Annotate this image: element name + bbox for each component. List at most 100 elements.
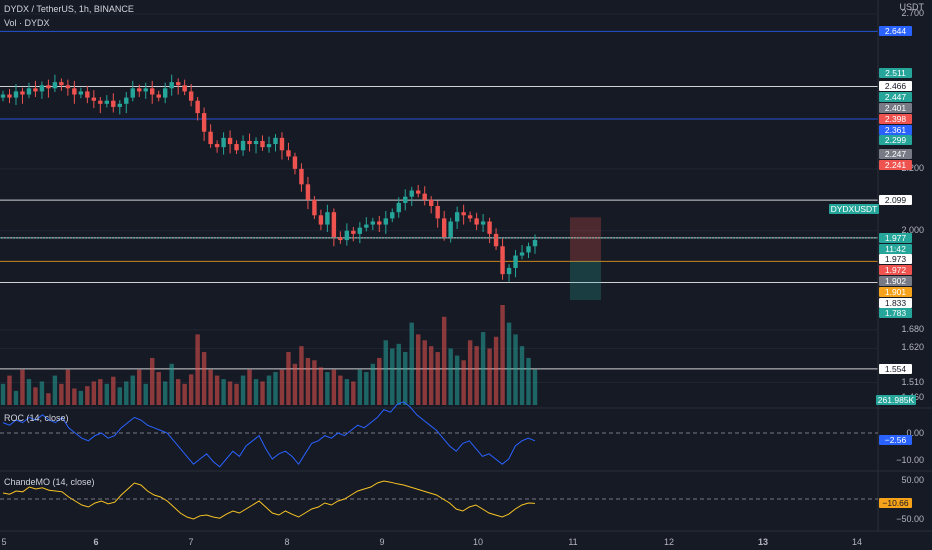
time-tick: 8 [284, 537, 290, 547]
candle-body [506, 267, 512, 275]
volume-bar [500, 305, 505, 405]
candle-body [130, 88, 135, 98]
candle-body [416, 190, 421, 194]
currency-label: USDT [899, 2, 925, 12]
candle-body [493, 233, 499, 247]
candle-body [85, 91, 90, 98]
candle-body [117, 103, 122, 107]
volume-bar [124, 381, 129, 405]
price-tag: 2.644 [879, 26, 912, 37]
candle-body [169, 82, 174, 89]
candle-body [240, 140, 246, 151]
candle-body [403, 196, 408, 203]
price-tick: 1.510 [901, 376, 924, 387]
volume-bars [0, 305, 538, 405]
volume-bar [467, 340, 473, 405]
price-tag: 2.398 [879, 113, 912, 124]
volume-bar [175, 379, 181, 405]
candle-body [325, 212, 330, 225]
volume-bar [377, 357, 382, 405]
volume-bar [422, 340, 427, 405]
volume-bar [182, 383, 187, 405]
candle-body [143, 88, 148, 92]
volume-bar [214, 375, 220, 405]
volume-bar [65, 369, 71, 405]
candle-body [0, 94, 6, 98]
candle-body [532, 240, 538, 247]
candle-body [7, 94, 12, 98]
roc-line [0, 401, 878, 468]
price-tag: 1.833 [879, 297, 912, 308]
volume-bar [286, 352, 291, 405]
volume-tag: 261.985K [876, 395, 916, 405]
volume-bar [221, 379, 226, 405]
candle-body [65, 85, 71, 89]
volume-bar [26, 379, 32, 405]
candle-body [156, 94, 161, 98]
candle-body [377, 221, 382, 225]
volume-bar [201, 352, 207, 405]
volume-bar [428, 346, 434, 405]
volume-bar [403, 352, 408, 405]
price-tick: 2.000 [901, 224, 924, 235]
time-tick: 7 [188, 537, 194, 547]
candle-body [26, 88, 32, 95]
candlesticks [0, 74, 878, 282]
candle-body [59, 82, 64, 86]
volume-legend[interactable]: Vol · DYDX [4, 18, 50, 28]
volume-bar [312, 360, 317, 405]
volume-bar [59, 383, 64, 405]
pane-separators [0, 0, 932, 532]
candle-body [124, 97, 129, 104]
candle-body [227, 137, 233, 145]
price-tag: 1.902 [879, 276, 912, 287]
candle-body [305, 184, 311, 200]
cmo-tick-0: 50.00 [901, 475, 924, 485]
volume-bar [91, 381, 97, 405]
candle-body [91, 97, 97, 101]
candle-body [474, 218, 479, 225]
candle-body [20, 91, 25, 95]
volume-bar [169, 363, 174, 405]
volume-bar [273, 372, 278, 405]
price-tag: 2.299 [879, 135, 912, 146]
candle-body [480, 221, 486, 225]
volume-bar [305, 357, 311, 405]
candle-body [344, 230, 350, 241]
volume-bar [130, 375, 135, 405]
candle-body [487, 221, 492, 234]
roc-value-tag: −2.56 [879, 435, 912, 445]
candle-body [98, 100, 103, 104]
volume-bar [461, 360, 466, 405]
volume-bar [409, 322, 414, 405]
chart-title[interactable]: DYDX / TetherUS, 1h, BINANCE [4, 4, 134, 14]
candle-body [195, 100, 200, 114]
price-tag: 1.973 [879, 254, 912, 265]
position-tool[interactable] [570, 217, 601, 300]
volume-bar [519, 346, 525, 405]
volume-bar [7, 375, 12, 405]
volume-bar [195, 334, 200, 405]
volume-bar [364, 372, 369, 405]
price-tag: 2.361 [879, 124, 912, 135]
volume-bar [454, 355, 460, 405]
volume-bar [0, 383, 6, 405]
candle-body [338, 236, 343, 241]
time-tick: 13 [757, 537, 769, 547]
roc-title[interactable]: ROC (14, close) [4, 413, 69, 423]
cmo-tick-1: −50.00 [896, 514, 924, 524]
candle-body [201, 113, 207, 132]
cmo-title[interactable]: ChandeMO (14, close) [4, 477, 95, 487]
candle-body [208, 131, 213, 145]
volume-bar [331, 369, 337, 405]
candle-body [364, 224, 369, 228]
time-tick: 5 [1, 537, 7, 547]
price-tag: 2.511 [879, 67, 912, 78]
volume-bar [325, 372, 330, 405]
volume-bar [20, 369, 25, 405]
candle-body [72, 88, 77, 95]
time-tick: 12 [663, 537, 675, 547]
volume-bar [390, 348, 395, 405]
price-tag: 1.783 [879, 308, 912, 319]
